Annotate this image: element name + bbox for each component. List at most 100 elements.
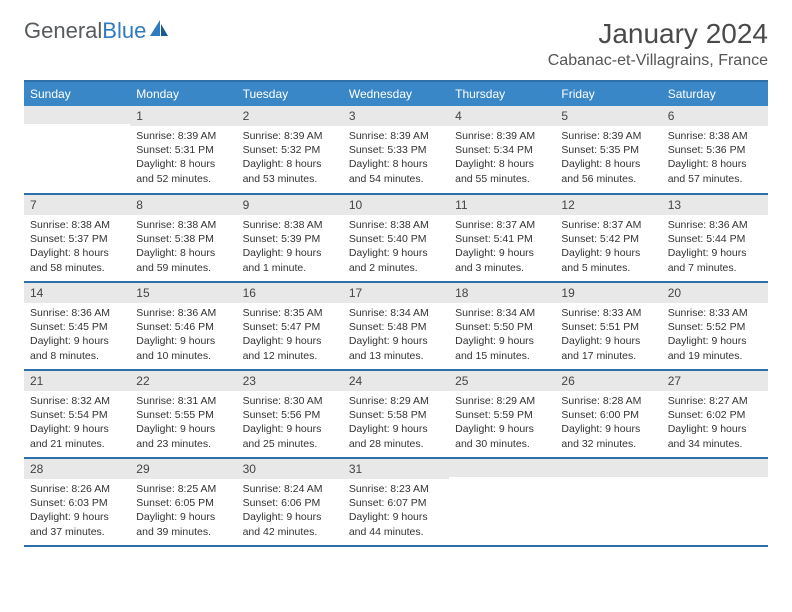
day-number: 1 [130, 106, 236, 126]
day-line: Sunset: 6:03 PM [30, 496, 124, 510]
day-number: 26 [555, 371, 661, 391]
calendar-day-cell: 12Sunrise: 8:37 AMSunset: 5:42 PMDayligh… [555, 194, 661, 282]
day-line: Sunset: 5:54 PM [30, 408, 124, 422]
calendar-day-cell: 19Sunrise: 8:33 AMSunset: 5:51 PMDayligh… [555, 282, 661, 370]
day-content: Sunrise: 8:38 AMSunset: 5:37 PMDaylight:… [24, 215, 130, 281]
day-line: Daylight: 9 hours [455, 334, 549, 348]
calendar-day-cell: 4Sunrise: 8:39 AMSunset: 5:34 PMDaylight… [449, 106, 555, 194]
day-number: 2 [237, 106, 343, 126]
day-number: 10 [343, 195, 449, 215]
calendar-day-cell: 2Sunrise: 8:39 AMSunset: 5:32 PMDaylight… [237, 106, 343, 194]
calendar-day-cell: 28Sunrise: 8:26 AMSunset: 6:03 PMDayligh… [24, 458, 130, 546]
calendar-day-cell: 13Sunrise: 8:36 AMSunset: 5:44 PMDayligh… [662, 194, 768, 282]
day-line: Sunset: 5:33 PM [349, 143, 443, 157]
day-line: and 56 minutes. [561, 172, 655, 186]
day-line: Sunrise: 8:31 AM [136, 394, 230, 408]
day-header: Monday [130, 81, 236, 106]
day-line: Sunset: 5:44 PM [668, 232, 762, 246]
day-line: Daylight: 9 hours [349, 246, 443, 260]
day-line: Sunrise: 8:39 AM [243, 129, 337, 143]
day-line: Daylight: 9 hours [243, 334, 337, 348]
calendar-day-cell: 29Sunrise: 8:25 AMSunset: 6:05 PMDayligh… [130, 458, 236, 546]
day-line: and 8 minutes. [30, 349, 124, 363]
day-line: and 1 minute. [243, 261, 337, 275]
day-line: Daylight: 9 hours [136, 422, 230, 436]
day-number [662, 459, 768, 477]
day-line: Daylight: 9 hours [455, 422, 549, 436]
day-content: Sunrise: 8:38 AMSunset: 5:39 PMDaylight:… [237, 215, 343, 281]
day-line: Sunset: 5:58 PM [349, 408, 443, 422]
calendar-week-row: 14Sunrise: 8:36 AMSunset: 5:45 PMDayligh… [24, 282, 768, 370]
day-number: 14 [24, 283, 130, 303]
day-number: 30 [237, 459, 343, 479]
calendar-body: 1 Sunrise: 8:39 AM Sunset: 5:31 PM Daylight… [24, 106, 768, 546]
day-number: 18 [449, 283, 555, 303]
day-line: Sunrise: 8:35 AM [243, 306, 337, 320]
day-line: Sunrise: 8:38 AM [136, 218, 230, 232]
day-line: Daylight: 9 hours [349, 510, 443, 524]
calendar-day-cell: 1Sunrise: 8:39 AMSunset: 5:31 PMDaylight… [130, 106, 236, 194]
day-line: and 17 minutes. [561, 349, 655, 363]
calendar-day-cell: 11Sunrise: 8:37 AMSunset: 5:41 PMDayligh… [449, 194, 555, 282]
day-content: Sunrise: 8:34 AMSunset: 5:48 PMDaylight:… [343, 303, 449, 369]
calendar-day-cell: 14Sunrise: 8:36 AMSunset: 5:45 PMDayligh… [24, 282, 130, 370]
day-content: Sunrise: 8:39 AMSunset: 5:34 PMDaylight:… [449, 126, 555, 192]
day-content: Sunrise: 8:39 AMSunset: 5:32 PMDaylight:… [237, 126, 343, 192]
day-number [24, 106, 130, 124]
day-content: Sunrise: 8:39 AMSunset: 5:35 PMDaylight:… [555, 126, 661, 192]
day-line: Sunrise: 8:34 AM [349, 306, 443, 320]
day-line: and 3 minutes. [455, 261, 549, 275]
day-line: Daylight: 9 hours [30, 422, 124, 436]
day-content: Sunrise: 8:30 AMSunset: 5:56 PMDaylight:… [237, 391, 343, 457]
calendar-day-cell [449, 458, 555, 546]
day-line: and 21 minutes. [30, 437, 124, 451]
day-line: and 37 minutes. [30, 525, 124, 539]
day-line: Sunrise: 8:38 AM [668, 129, 762, 143]
day-line: and 5 minutes. [561, 261, 655, 275]
day-line: Sunset: 5:38 PM [136, 232, 230, 246]
calendar-day-cell: 6Sunrise: 8:38 AMSunset: 5:36 PMDaylight… [662, 106, 768, 194]
day-line: and 23 minutes. [136, 437, 230, 451]
calendar-week-row: 21Sunrise: 8:32 AMSunset: 5:54 PMDayligh… [24, 370, 768, 458]
day-header: Sunday [24, 81, 130, 106]
day-line: and 10 minutes. [136, 349, 230, 363]
day-content: Sunrise: 8:35 AMSunset: 5:47 PMDaylight:… [237, 303, 343, 369]
day-header: Thursday [449, 81, 555, 106]
day-line: Sunrise: 8:37 AM [561, 218, 655, 232]
day-line: Daylight: 8 hours [30, 246, 124, 260]
calendar-day-cell: 5Sunrise: 8:39 AMSunset: 5:35 PMDaylight… [555, 106, 661, 194]
day-line: Daylight: 8 hours [243, 157, 337, 171]
day-line: Sunrise: 8:26 AM [30, 482, 124, 496]
day-header: Tuesday [237, 81, 343, 106]
day-line: and 59 minutes. [136, 261, 230, 275]
day-line: and 54 minutes. [349, 172, 443, 186]
day-content: Sunrise: 8:31 AMSunset: 5:55 PMDaylight:… [130, 391, 236, 457]
day-content: Sunrise: 8:29 AMSunset: 5:58 PMDaylight:… [343, 391, 449, 457]
day-number: 22 [130, 371, 236, 391]
day-line: Daylight: 9 hours [30, 334, 124, 348]
calendar-day-cell: 15Sunrise: 8:36 AMSunset: 5:46 PMDayligh… [130, 282, 236, 370]
day-number: 20 [662, 283, 768, 303]
day-line: Daylight: 8 hours [561, 157, 655, 171]
day-line: Daylight: 8 hours [136, 246, 230, 260]
day-number: 4 [449, 106, 555, 126]
day-line: Sunset: 5:31 PM [136, 143, 230, 157]
day-number: 8 [130, 195, 236, 215]
day-line: and 52 minutes. [136, 172, 230, 186]
day-content: Sunrise: 8:25 AMSunset: 6:05 PMDaylight:… [130, 479, 236, 545]
day-line: Sunrise: 8:34 AM [455, 306, 549, 320]
title-block: January 2024 Cabanac-et-Villagrains, Fra… [548, 18, 768, 70]
day-line: Daylight: 8 hours [668, 157, 762, 171]
day-number: 9 [237, 195, 343, 215]
day-number: 29 [130, 459, 236, 479]
day-line: Sunset: 5:59 PM [455, 408, 549, 422]
day-line: Sunset: 5:42 PM [561, 232, 655, 246]
day-number [449, 459, 555, 477]
calendar-week-row: 1 Sunrise: 8:39 AM Sunset: 5:31 PM Daylight… [24, 106, 768, 194]
calendar-week-row: 28Sunrise: 8:26 AMSunset: 6:03 PMDayligh… [24, 458, 768, 546]
calendar-day-cell [662, 458, 768, 546]
day-number: 24 [343, 371, 449, 391]
day-line: Sunset: 5:37 PM [30, 232, 124, 246]
day-line: Sunrise: 8:33 AM [561, 306, 655, 320]
day-line: Daylight: 9 hours [349, 334, 443, 348]
